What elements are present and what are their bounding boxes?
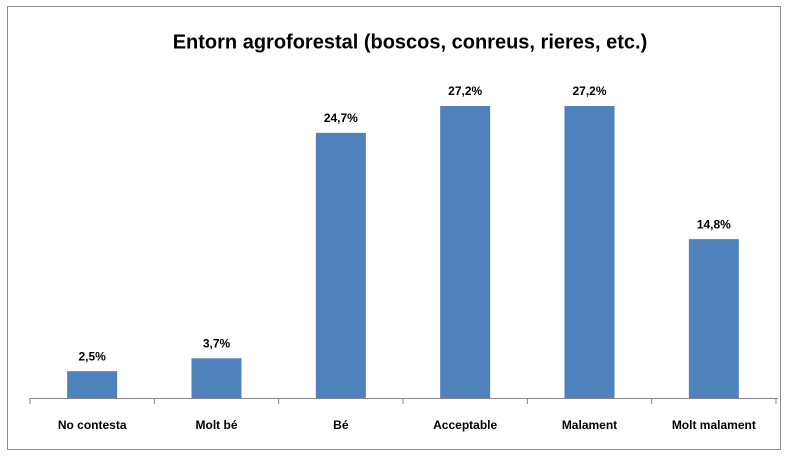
x-tick-label: No contesta [58, 418, 127, 432]
x-tick-label: Molt malament [672, 418, 756, 432]
bar [440, 106, 491, 398]
value-label: 14,8% [697, 217, 731, 231]
value-label: 27,2% [448, 84, 482, 98]
value-label: 2,5% [78, 349, 106, 363]
bar [67, 371, 118, 398]
bar [315, 132, 366, 398]
chart-border [7, 6, 781, 450]
value-label: 3,7% [203, 336, 231, 350]
value-label: 27,2% [572, 84, 606, 98]
x-tick-label: Molt bé [196, 418, 238, 432]
bar [564, 106, 615, 398]
x-tick-label: Acceptable [433, 418, 497, 432]
bar [191, 358, 242, 398]
chart-title: Entorn agroforestal (boscos, conreus, ri… [173, 31, 648, 53]
bar [688, 239, 739, 398]
value-label: 24,7% [324, 111, 358, 125]
x-tick-label: Malament [562, 418, 617, 432]
x-tick-label: Bé [333, 418, 349, 432]
